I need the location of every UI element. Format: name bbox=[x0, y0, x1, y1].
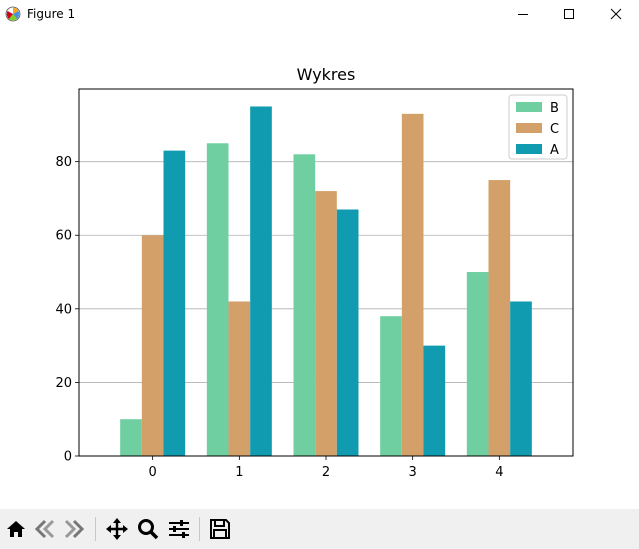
maximize-icon bbox=[564, 9, 574, 19]
minimize-button[interactable] bbox=[500, 0, 546, 28]
bar-b-3 bbox=[380, 316, 402, 456]
bar-a-3 bbox=[423, 345, 446, 456]
magnifier-icon bbox=[138, 519, 159, 540]
close-icon bbox=[610, 8, 622, 20]
matplotlib-icon bbox=[5, 6, 21, 22]
bar-c-1 bbox=[228, 301, 251, 456]
legend-label-a: A bbox=[550, 143, 559, 158]
bar-a-4 bbox=[510, 301, 532, 456]
navigation-toolbar bbox=[0, 509, 639, 549]
y-tick-label: 20 bbox=[55, 376, 72, 391]
pan-button[interactable] bbox=[104, 515, 130, 543]
x-tick-label: 4 bbox=[495, 465, 503, 480]
x-tick-label: 0 bbox=[149, 465, 157, 480]
legend-label-c: C bbox=[550, 122, 559, 137]
chart-title: Wykres bbox=[297, 65, 356, 84]
minimize-icon bbox=[518, 14, 528, 15]
bar-b-4 bbox=[466, 272, 489, 456]
save-button[interactable] bbox=[207, 515, 233, 543]
home-icon bbox=[7, 521, 25, 537]
toolbar-separator bbox=[199, 517, 200, 541]
home-button[interactable] bbox=[3, 515, 29, 543]
forward-arrow-icon bbox=[64, 519, 85, 539]
bar-b-1 bbox=[206, 143, 229, 456]
bar-a-2 bbox=[336, 209, 359, 456]
window-titlebar: Figure 1 bbox=[0, 0, 639, 30]
move-icon bbox=[106, 518, 128, 540]
bar-c-4 bbox=[488, 180, 511, 456]
maximize-button[interactable] bbox=[546, 0, 592, 28]
zoom-button[interactable] bbox=[135, 515, 161, 543]
bar-a-0 bbox=[163, 150, 186, 456]
x-tick-label: 2 bbox=[322, 465, 330, 480]
bar-a-1 bbox=[250, 106, 272, 456]
close-button[interactable] bbox=[593, 0, 639, 28]
y-tick-label: 60 bbox=[55, 229, 72, 244]
bar-b-2 bbox=[293, 154, 316, 456]
floppy-disk-icon bbox=[210, 519, 230, 539]
legend-swatch-c bbox=[516, 123, 542, 133]
toolbar-separator bbox=[95, 517, 96, 541]
y-tick-label: 80 bbox=[55, 155, 72, 170]
x-tick-label: 1 bbox=[235, 465, 243, 480]
bar-chart: 0 20 40 60 80 0 1 2 3 4 Wykres BCA bbox=[55, 65, 574, 480]
bar-b-0 bbox=[120, 419, 142, 456]
sliders-icon bbox=[169, 520, 189, 538]
y-tick-label: 40 bbox=[55, 302, 72, 317]
legend-swatch-b bbox=[516, 102, 542, 112]
axes-frame bbox=[78, 88, 574, 457]
bar-c-0 bbox=[141, 235, 164, 456]
forward-button[interactable] bbox=[61, 515, 87, 543]
bar-c-2 bbox=[315, 191, 337, 456]
x-tick-label: 3 bbox=[409, 465, 417, 480]
y-tick-label: 0 bbox=[64, 450, 72, 465]
back-button[interactable] bbox=[32, 515, 58, 543]
legend-label-b: B bbox=[550, 101, 559, 116]
bar-c-3 bbox=[401, 113, 424, 456]
window-title: Figure 1 bbox=[27, 7, 76, 21]
configure-subplots-button[interactable] bbox=[166, 515, 192, 543]
legend-swatch-a bbox=[516, 144, 542, 154]
back-arrow-icon bbox=[34, 519, 55, 539]
